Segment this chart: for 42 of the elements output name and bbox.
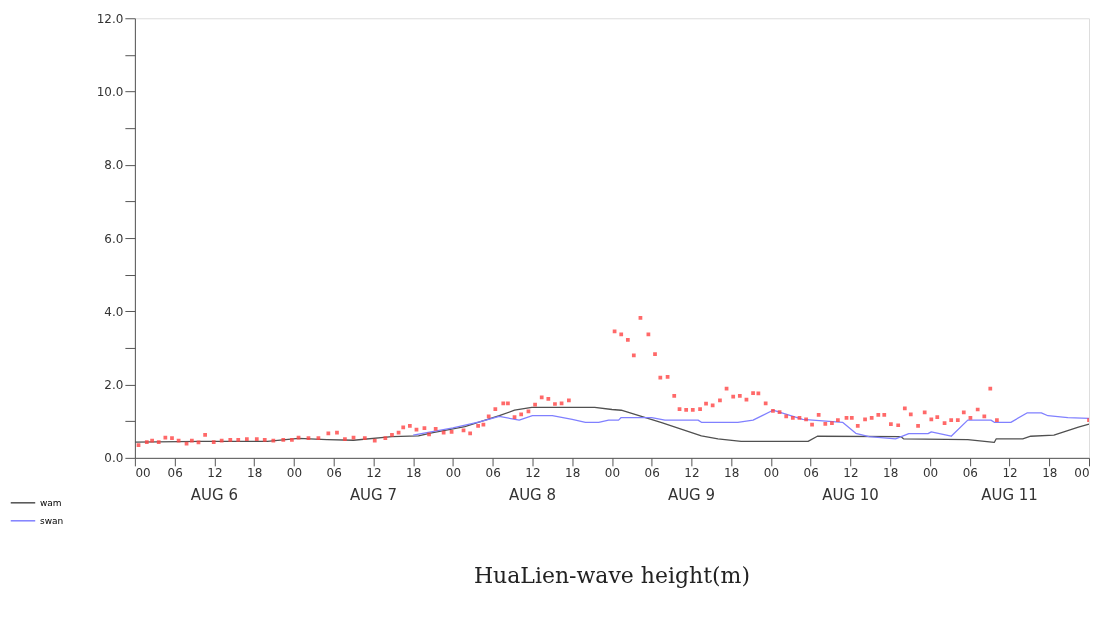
x-tick-label: 12 — [366, 466, 382, 481]
x-tick-label: 18 — [724, 466, 740, 481]
x-tick-label: 06 — [485, 466, 501, 481]
x-tick-label: 06 — [803, 466, 819, 481]
text: AUG 10 — [822, 485, 879, 504]
x-tick-label: 00 — [604, 466, 621, 481]
x-tick-label: 00 — [922, 466, 939, 481]
x-tick-label: 06 — [326, 466, 342, 481]
x-tick-label: 00 — [763, 466, 780, 481]
x-tick-label: 00 — [1074, 466, 1090, 481]
y-tick-label: 12.0 — [96, 11, 124, 26]
text: HuaLien-wave height(m) — [473, 562, 750, 588]
y-tick-label: 8.0 — [104, 158, 124, 173]
y-tick-label: 0.0 — [104, 451, 124, 466]
x-tick-label: 06 — [644, 466, 660, 481]
text: AUG 6 — [190, 485, 238, 504]
y-tick-label: 4.0 — [104, 304, 124, 319]
y-tick-label: 6.0 — [104, 231, 124, 246]
x-tick-label: 00 — [286, 466, 303, 481]
y-tick-label: 10.0 — [96, 85, 124, 100]
x-tick-label: 06 — [167, 466, 183, 481]
x-tick-label: 18 — [406, 466, 422, 481]
y-tick-label: 2.0 — [104, 378, 124, 393]
x-tick-label: 18 — [883, 466, 899, 481]
x-tick-label: 06 — [962, 466, 978, 481]
x-tick-label: 12 — [1002, 466, 1018, 481]
x-tick-label: 18 — [565, 466, 581, 481]
legend-label: swan — [39, 515, 64, 526]
x-tick-label: 12 — [843, 466, 859, 481]
text: AUG 7 — [349, 485, 397, 504]
x-tick-label: 12 — [525, 466, 541, 481]
text: AUG 11 — [981, 485, 1038, 504]
text: AUG 8 — [508, 485, 556, 504]
legend-label: wam — [39, 497, 62, 508]
x-tick-label: 12 — [684, 466, 700, 481]
line-series — [412, 409, 1090, 440]
x-tick-label: 18 — [1042, 466, 1058, 481]
x-tick-label: 12 — [207, 466, 223, 481]
x-tick-label: 00 — [445, 466, 462, 481]
text: AUG 9 — [667, 485, 715, 504]
x-tick-label: 00 — [135, 466, 151, 481]
x-tick-label: 18 — [247, 466, 263, 481]
